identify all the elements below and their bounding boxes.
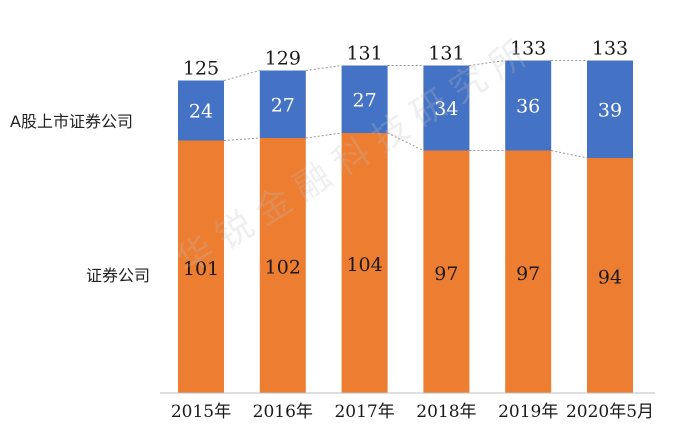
- bar-listed-brokers: [178, 80, 224, 141]
- connector-line: [223, 70, 260, 81]
- x-tick-label: 2015年: [171, 402, 231, 422]
- data-label-total: 133: [510, 38, 546, 60]
- data-label-listed: 36: [516, 96, 540, 118]
- bars-group: [178, 60, 633, 393]
- data-label-listed: 27: [271, 94, 295, 116]
- x-tick-labels: 2015年 2016年 2017年 2018年 2019年 2020年5月: [171, 402, 654, 422]
- bar-listed-brokers: [259, 70, 306, 138]
- x-tick-label: 2020年5月: [566, 402, 654, 422]
- bar-securities-firms: [178, 140, 224, 393]
- data-label-securities: 102: [265, 257, 301, 279]
- series-label-listed-brokers: A股上市证券公司: [10, 112, 133, 131]
- data-label-total: 125: [183, 58, 219, 80]
- data-label-listed: 27: [353, 89, 377, 111]
- data-label-total: 131: [428, 43, 464, 65]
- bar-listed-brokers: [341, 65, 388, 133]
- data-label-total: 133: [592, 38, 628, 60]
- data-label-total: 129: [265, 48, 301, 70]
- series-label-securities-firms: 证券公司: [86, 266, 151, 285]
- connector-line: [305, 65, 342, 71]
- x-tick-label: 2019年: [498, 402, 558, 422]
- bar-listed-brokers: [505, 60, 552, 151]
- bar-securities-firms: [341, 133, 388, 393]
- data-label-listed: 39: [598, 99, 622, 121]
- bar-listed-brokers: [587, 60, 633, 158]
- data-label-listed: 34: [434, 98, 458, 120]
- bar-securities-firms: [587, 158, 633, 393]
- data-label-securities: 104: [346, 254, 382, 276]
- x-tick-label: 2017年: [334, 402, 394, 422]
- bar-securities-firms: [259, 138, 306, 393]
- data-label-securities: 97: [434, 263, 458, 285]
- x-tick-label: 2016年: [253, 402, 313, 422]
- data-label-listed: 24: [189, 101, 213, 123]
- x-tick-label: 2018年: [416, 402, 476, 422]
- bar-securities-firms: [423, 150, 470, 393]
- connector-line: [223, 137, 260, 141]
- data-label-securities: 97: [516, 263, 540, 285]
- data-labels-group: 101 24 125 102 27 129 104 27 131 97 34 131 97 36 133 94…: [183, 38, 628, 289]
- connector-line: [551, 150, 588, 159]
- bar-listed-brokers: [423, 65, 470, 151]
- data-label-total: 131: [346, 43, 382, 65]
- connector-line: [387, 132, 424, 151]
- connector-lines: [223, 60, 588, 159]
- data-label-securities: 101: [183, 258, 219, 280]
- data-label-securities: 94: [598, 267, 622, 289]
- bar-securities-firms: [505, 150, 552, 393]
